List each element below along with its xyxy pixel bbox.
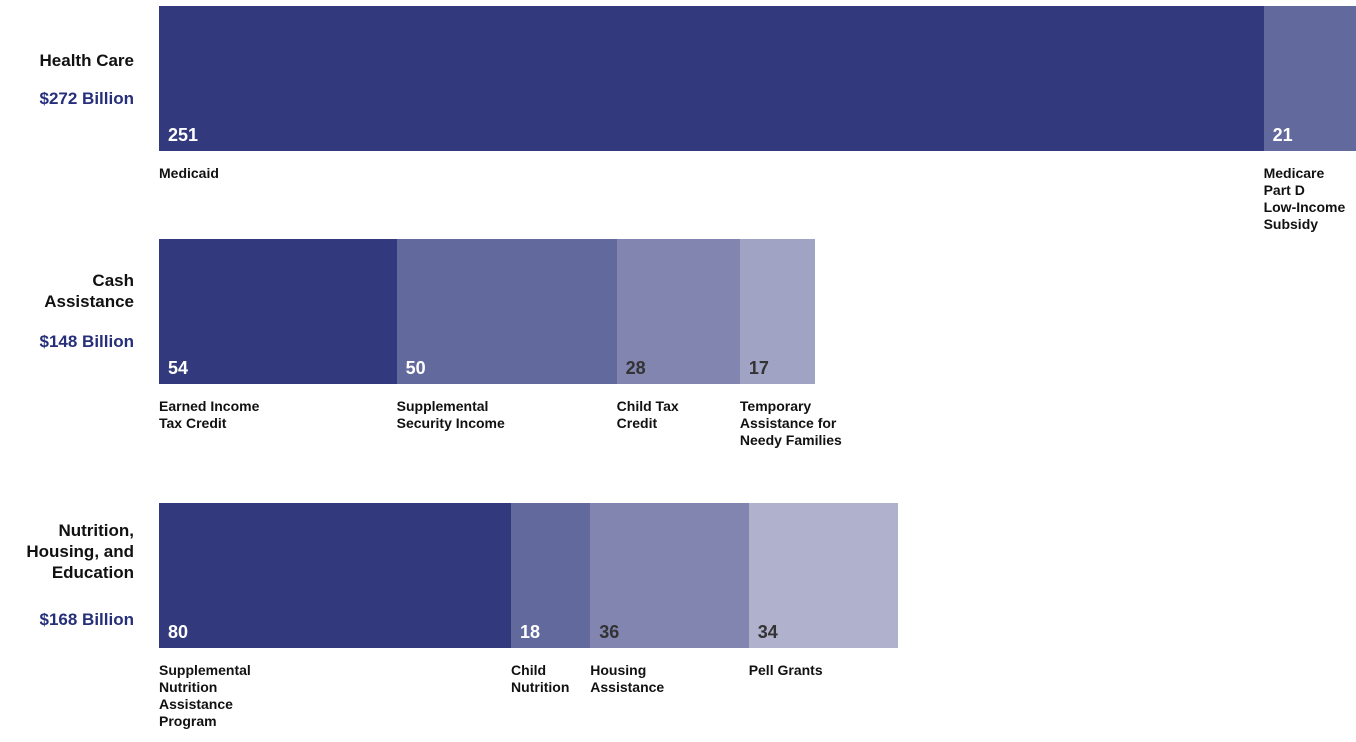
bar-value-label: 251 <box>168 125 199 145</box>
bar-value-label: 80 <box>168 622 189 642</box>
bar-value-label: 21 <box>1272 125 1293 145</box>
segment-label: Earned Income Tax Credit <box>159 398 260 431</box>
bar-segment: 17 <box>739 239 815 384</box>
bar-segment: 54 <box>159 239 397 384</box>
category-total: $272 Billion <box>39 89 134 108</box>
segment-label: Pell Grants <box>748 662 823 678</box>
bar-segment: 18 <box>511 503 591 648</box>
bar-segment: 50 <box>396 239 617 384</box>
bar-value-label: 17 <box>748 358 769 378</box>
category-name: Cash Assistance <box>44 271 134 311</box>
bar-segment: 21 <box>1263 6 1356 151</box>
category-total: $168 Billion <box>39 610 134 629</box>
bar-value-label: 28 <box>625 358 646 378</box>
category-total: $148 Billion <box>39 332 134 351</box>
segment-label: Housing Assistance <box>590 662 665 695</box>
segment-label: Child Tax Credit <box>616 398 679 431</box>
segment-label: Supplemental Nutrition Assistance Progra… <box>159 662 251 729</box>
bar-segment: 251 <box>159 6 1264 151</box>
segment-label: Temporary Assistance for Needy Families <box>739 398 842 448</box>
segment-label: Child Nutrition <box>511 662 570 695</box>
category-name: Nutrition, Housing, and Education <box>26 521 134 582</box>
segment-label: Medicaid <box>159 165 219 181</box>
segment-label: Supplemental Security Income <box>396 398 505 431</box>
bar-value-label: 18 <box>520 622 541 642</box>
bar-value-label: 34 <box>757 622 778 642</box>
category-name: Health Care <box>39 51 134 70</box>
bar-value-label: 50 <box>405 358 426 378</box>
bar-segment: 36 <box>590 503 749 648</box>
bar-segment: 80 <box>159 503 512 648</box>
bar-segment: 28 <box>616 239 740 384</box>
bar-segment: 34 <box>748 503 899 648</box>
bar-value-label: 36 <box>599 622 620 642</box>
bar-value-label: 54 <box>168 358 189 378</box>
segment-label: Medicare Part D Low-Income Subsidy <box>1263 165 1346 232</box>
